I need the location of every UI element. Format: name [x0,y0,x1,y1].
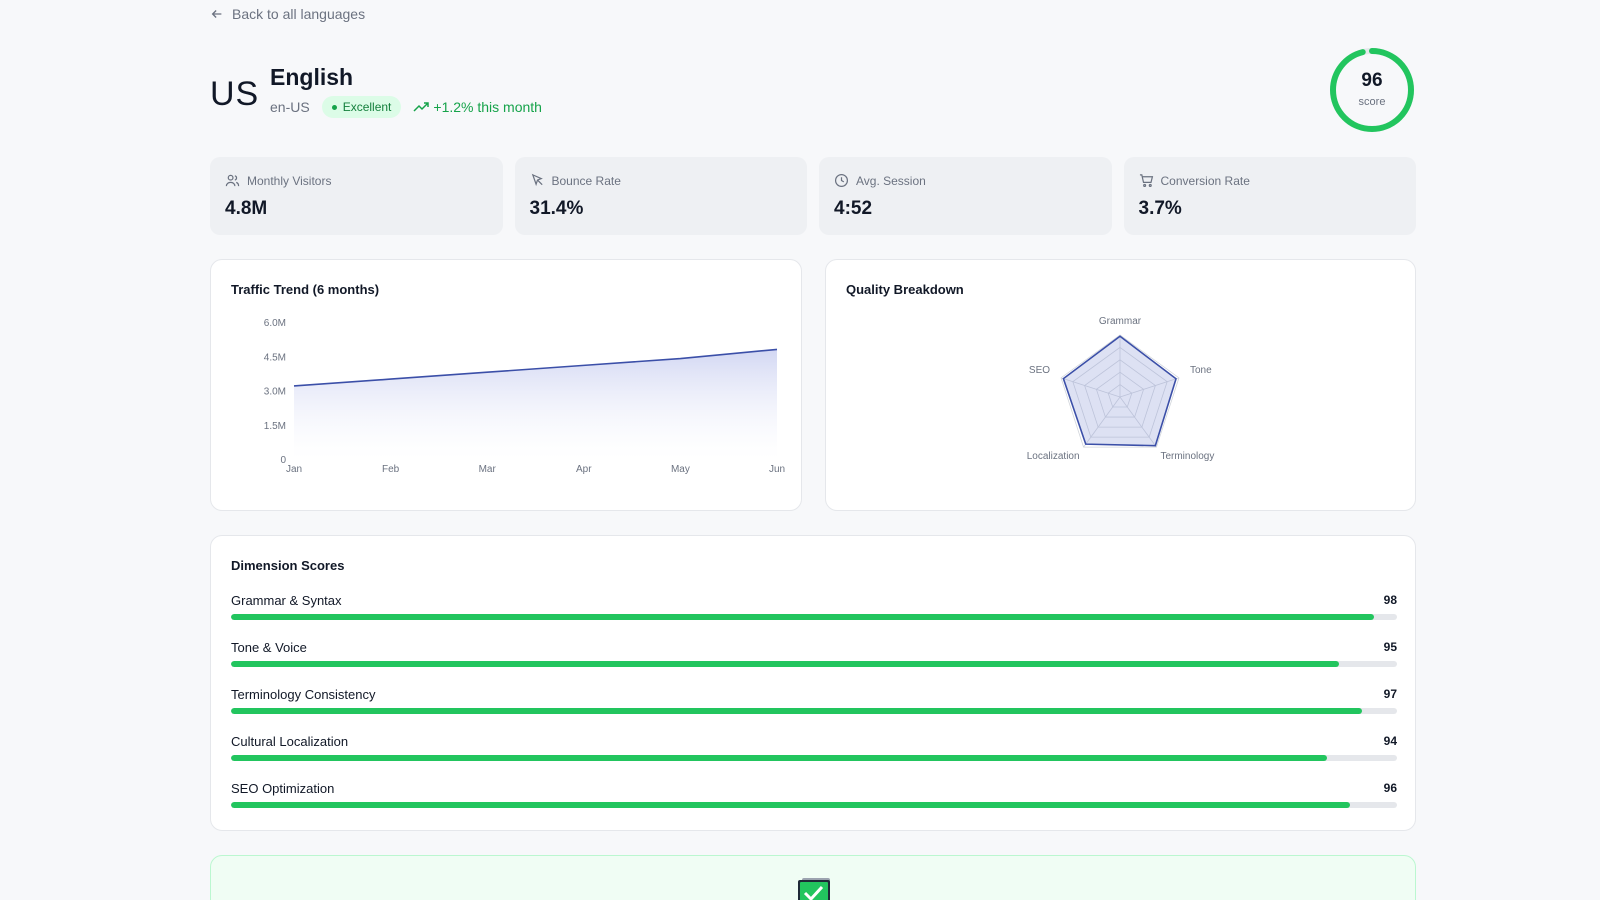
language-code: en-US [270,99,310,115]
dimension-scores-card: Dimension Scores Grammar & Syntax 98 Ton… [210,535,1416,831]
users-icon [225,174,240,187]
progress-track [231,661,1397,667]
trend-indicator: +1.2% this month [413,99,542,115]
progress-fill [231,708,1363,714]
stat-monthly-visitors: Monthly Visitors 4.8M [210,157,503,235]
x-tick-label: May [671,464,690,475]
stat-bounce-rate: Bounce Rate 31.4% [514,157,807,235]
dimension-name: Tone & Voice [231,640,307,655]
dimension-row-localization: Cultural Localization 94 [231,734,1397,774]
traffic-trend-card: 0 1.5M 3.0M 4.5M 6.0M Jan Feb Mar Apr May Jun Traf… [210,259,802,511]
y-tick-label: 3.0M [264,387,286,398]
y-tick-label: 4.5M [264,352,286,363]
radar-spoke [1119,377,1180,398]
arrow-left-icon [211,10,222,18]
y-tick-label: 0 [280,455,286,466]
progress-track [231,708,1397,714]
dimension-row-tone: Tone & Voice 95 [231,640,1397,680]
stat-value: 4:52 [834,198,873,219]
quality-chart-title: Quality Breakdown [846,282,964,297]
radar-grid-ring [1095,371,1145,418]
cart-icon [1139,174,1153,188]
dimension-value: 95 [1383,640,1397,654]
x-tick-label: Mar [479,464,497,475]
radar-axis-label: Terminology [1160,451,1214,462]
dimension-value: 98 [1383,593,1397,607]
flag: US [210,75,260,113]
traffic-chart: 0 1.5M 3.0M 4.5M 6.0M Jan Feb Mar Apr May Jun [264,318,785,475]
radar-axis-label: Grammar [1099,316,1142,327]
clock-icon [834,173,849,188]
dimension-name: Terminology Consistency [231,687,376,702]
traffic-area-fill [294,349,777,459]
radar-grid-ring [1072,346,1168,438]
x-tick-label: Feb [382,464,400,475]
y-tick-label: 6.0M [264,318,286,329]
dimension-row-grammar: Grammar & Syntax 98 [231,593,1397,633]
stat-conversion-rate: Conversion Rate 3.7% [1123,157,1416,235]
success-banner [210,855,1416,900]
dimension-value: 94 [1383,734,1397,748]
stat-label: Conversion Rate [1160,173,1250,188]
stat-label: Avg. Session [856,173,926,188]
score-ring-arc [1330,48,1414,132]
progress-fill [231,614,1374,620]
radar-grid-ring [1060,334,1180,448]
radar-spoke [1119,396,1157,448]
stat-value: 4.8M [225,198,268,219]
cursor-icon [531,173,543,187]
dimension-row-terminology: Terminology Consistency 97 [231,687,1397,727]
dimension-scores-title: Dimension Scores [231,558,345,573]
radar-grid-ring [1084,359,1156,428]
language-header: US English en-US Excellent +1.2% this mo… [210,48,1416,140]
back-link-label: Back to all languages [232,6,366,22]
stats-row: Monthly Visitors 4.8M Bounce Rate 31.4% … [210,157,1416,235]
stat-value: 31.4% [529,198,584,219]
y-tick-label: 1.5M [264,421,286,432]
back-link[interactable]: Back to all languages [210,6,365,22]
x-tick-label: Jan [286,464,302,475]
radar-spoke [1083,396,1121,448]
progress-fill [231,802,1351,808]
score-value: 96 [1361,70,1383,91]
progress-track [231,755,1397,761]
radar-spoke [1060,377,1121,398]
trending-up-icon [413,102,430,112]
language-name: English [270,64,354,90]
status-badge: Excellent [321,96,402,118]
score-ring: 96 score [1328,46,1416,134]
status-dot-icon [331,104,337,110]
traffic-line [293,348,778,387]
dimension-name: Cultural Localization [231,734,349,749]
radar-axis-label: Tone [1190,365,1212,376]
x-tick-label: Apr [576,464,592,475]
radar-axis-label: Localization [1027,451,1080,462]
dimension-value: 97 [1383,687,1397,701]
progress-track [231,614,1397,620]
stat-value: 3.7% [1138,198,1182,219]
stat-avg-session: Avg. Session 4:52 [819,157,1112,235]
dimension-row-seo: SEO Optimization 96 [231,781,1397,821]
progress-fill [231,755,1328,761]
dimension-name: SEO Optimization [231,781,335,796]
radar-chart: Grammar Tone Terminology Localization SEO [1027,316,1215,462]
x-tick-label: Jun [769,464,785,475]
progress-track [231,802,1397,808]
check-box-icon [798,878,830,900]
quality-breakdown-card: Grammar Tone Terminology Localization SEO Qu… [825,259,1416,511]
radar-axis-label: SEO [1029,365,1050,376]
traffic-chart-title: Traffic Trend (6 months) [231,282,380,297]
dimension-name: Grammar & Syntax [231,593,342,608]
radar-data-polygon [1062,335,1177,447]
stat-label: Monthly Visitors [247,173,332,188]
dimension-value: 96 [1383,781,1397,795]
score-label: score [1358,96,1386,108]
trend-label: +1.2% this month [433,99,542,115]
stat-label: Bounce Rate [551,173,621,188]
progress-fill [231,661,1339,667]
status-badge-label: Excellent [342,100,392,114]
radar-grid-ring [1107,384,1133,408]
